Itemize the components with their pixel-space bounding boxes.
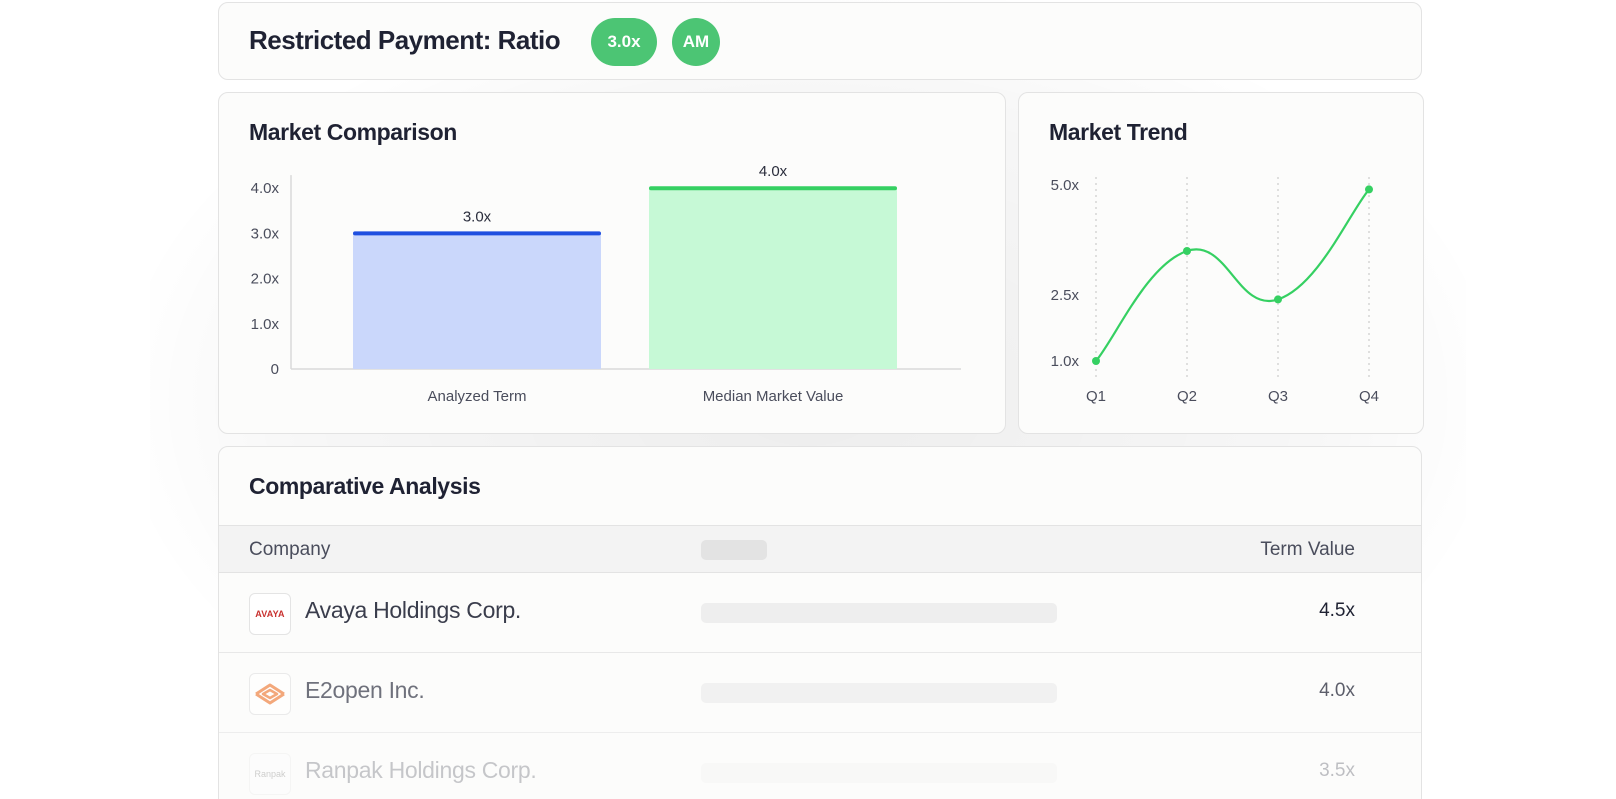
x-tick-label: Median Market Value [703, 388, 844, 405]
avatar[interactable]: AM [672, 18, 720, 66]
market-trend-chart: 1.0x 2.5x 5.0x Q1 Q2 Q3 Q4 [1051, 177, 1379, 405]
bar-data-label: 3.0x [463, 208, 492, 225]
row-placeholder-bar [701, 763, 1057, 783]
column-header-company[interactable]: Company [249, 539, 331, 560]
x-tick-label: Q1 [1086, 388, 1106, 405]
y-tick-label: 4.0x [251, 180, 280, 197]
column-header-placeholder [701, 540, 767, 560]
y-tick-label: 3.0x [251, 225, 280, 242]
ranpak-logo: Ranpak [249, 753, 291, 795]
term-value: 4.0x [1319, 680, 1355, 701]
bar-top-line [353, 231, 601, 236]
market-comparison-title: Market Comparison [249, 119, 457, 145]
table-row[interactable]: E2open Inc. 4.0x [219, 653, 1421, 733]
table-header: Company Term Value [219, 525, 1421, 573]
bar-top-line [649, 186, 897, 191]
row-placeholder-bar [701, 683, 1057, 703]
column-header-term-value[interactable]: Term Value [1260, 539, 1355, 560]
company-name: Ranpak Holdings Corp. [305, 757, 537, 783]
bar [353, 233, 601, 369]
y-tick-label: 2.0x [251, 271, 280, 288]
y-tick-label: 2.5x [1051, 287, 1080, 304]
term-value: 4.5x [1319, 600, 1355, 621]
market-comparison-chart: 0 1.0x 2.0x 3.0x 4.0x 3.0x Analyzed Term 4.0x Me… [251, 163, 961, 405]
x-tick-label: Q2 [1177, 388, 1197, 405]
market-trend-title: Market Trend [1049, 119, 1188, 145]
data-point [1365, 185, 1373, 194]
company-name: E2open Inc. [305, 677, 425, 703]
avaya-logo: AVAYA [249, 593, 291, 635]
company-name: Avaya Holdings Corp. [305, 597, 522, 623]
ranpak-logo-text: Ranpak [254, 769, 286, 779]
y-tick-label: 5.0x [1051, 177, 1080, 194]
x-tick-label: Analyzed Term [428, 388, 527, 405]
data-point [1274, 295, 1282, 304]
y-tick-label: 1.0x [1051, 353, 1080, 370]
header-card: Restricted Payment: Ratio 3.0x AM [218, 2, 1422, 80]
table-row[interactable]: Ranpak Ranpak Holdings Corp. 3.5x [219, 733, 1421, 799]
y-tick-label: 1.0x [251, 316, 280, 333]
x-tick-label: Q4 [1359, 388, 1379, 405]
bar-data-label: 4.0x [759, 163, 788, 180]
avaya-logo-text: AVAYA [255, 609, 285, 619]
x-tick-label: Q3 [1268, 388, 1288, 405]
trend-line [1095, 188, 1370, 362]
e2open-chevron-icon [249, 673, 291, 715]
data-point [1183, 247, 1191, 255]
data-point [1092, 357, 1100, 365]
bar [649, 188, 897, 369]
comparative-analysis-title: Comparative Analysis [249, 473, 481, 499]
ratio-badge[interactable]: 3.0x [591, 18, 657, 66]
table-row[interactable]: AVAYA Avaya Holdings Corp. 4.5x [219, 573, 1421, 653]
page-title: Restricted Payment: Ratio [249, 25, 561, 55]
comparative-analysis-card: Comparative Analysis Company Term Value … [218, 446, 1422, 799]
market-trend-card: Market Trend 1.0x 2.5x 5.0x Q1 Q2 Q3 Q4 [1018, 92, 1424, 434]
row-placeholder-bar [701, 603, 1057, 623]
term-value: 3.5x [1319, 760, 1355, 781]
y-tick-label: 0 [271, 361, 279, 378]
market-comparison-card: Market Comparison 0 1.0x 2.0x 3.0x 4.0x 3.0x A… [218, 92, 1006, 434]
